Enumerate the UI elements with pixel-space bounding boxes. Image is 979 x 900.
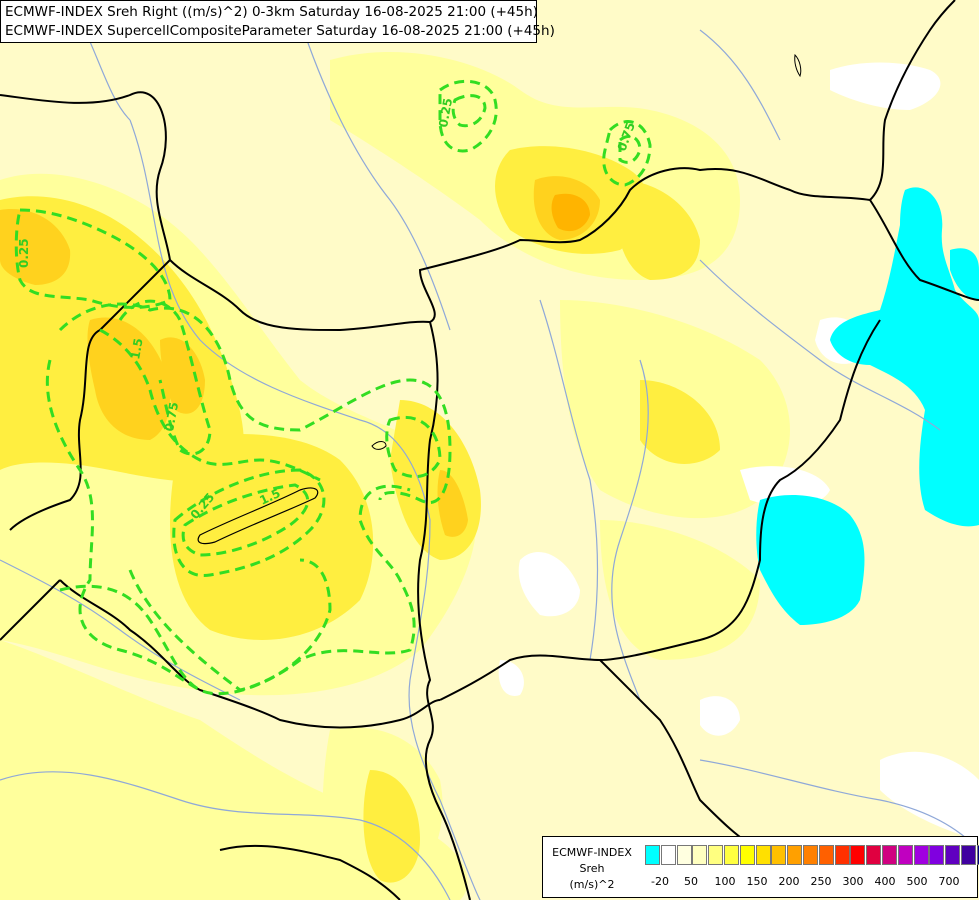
sreh-fill-peak: [551, 193, 590, 232]
legend-swatch: [834, 845, 850, 865]
legend-swatch: [803, 845, 818, 865]
legend-swatch: [961, 845, 976, 865]
scp-contours: [14, 79, 652, 696]
lake-small: [371, 53, 802, 450]
legend-swatch: [945, 845, 961, 865]
legend-tick-label: 400: [874, 875, 896, 888]
lake-balaton: [197, 487, 319, 545]
legend-unit: (m/s)^2: [569, 878, 615, 891]
legend-tick-label: 150: [746, 875, 768, 888]
legend-swatch: [787, 845, 803, 865]
legend-swatch: [645, 845, 660, 865]
legend-title: ECMWF-INDEX: [552, 846, 632, 859]
legend-swatch: [913, 845, 929, 865]
legend-tick-label: 200: [778, 875, 800, 888]
legend-swatch: [818, 845, 834, 865]
sreh-fill-negative: [756, 187, 979, 625]
map-title-box: ECMWF-INDEX Sreh Right ((m/s)^2) 0-3km S…: [0, 0, 555, 43]
legend-swatch: [755, 845, 771, 865]
legend-swatch: [708, 845, 724, 865]
legend-swatch: [660, 845, 676, 865]
legend-swatch: [739, 845, 755, 865]
legend-tick-label: 500: [906, 875, 928, 888]
legend-swatch: [724, 845, 739, 865]
legend-swatch: [692, 845, 708, 865]
legend-swatch: [771, 845, 787, 865]
legend-swatch: [676, 845, 692, 865]
contour-label: 0.75: [162, 401, 181, 433]
legend-tick-label: -20: [651, 875, 669, 888]
contour-label: 1.5: [128, 337, 145, 360]
title-scp: ECMWF-INDEX SupercellCompositeParameter …: [5, 23, 555, 39]
legend-tick-label: 50: [684, 875, 698, 888]
legend-tick-label: 300: [842, 875, 864, 888]
contour-label: 0.25: [436, 97, 455, 129]
legend-swatch: [850, 845, 866, 865]
legend-swatch: [882, 845, 897, 865]
legend-tick-label: 700: [938, 875, 960, 888]
legend-swatch: [976, 845, 979, 865]
title-sreh: ECMWF-INDEX Sreh Right ((m/s)^2) 0-3km S…: [5, 4, 538, 20]
legend-tick-label: 250: [810, 875, 832, 888]
legend-variable: Sreh: [579, 862, 605, 875]
legend-swatch: [929, 845, 945, 865]
color-legend: ECMWF-INDEX Sreh (m/s)^2 -20 50 100 150 200 2…: [542, 836, 979, 898]
legend-swatch: [866, 845, 882, 865]
legend-tick-label: 100: [714, 875, 736, 888]
contour-label: 0.25: [17, 238, 31, 268]
legend-swatch: [897, 845, 913, 865]
